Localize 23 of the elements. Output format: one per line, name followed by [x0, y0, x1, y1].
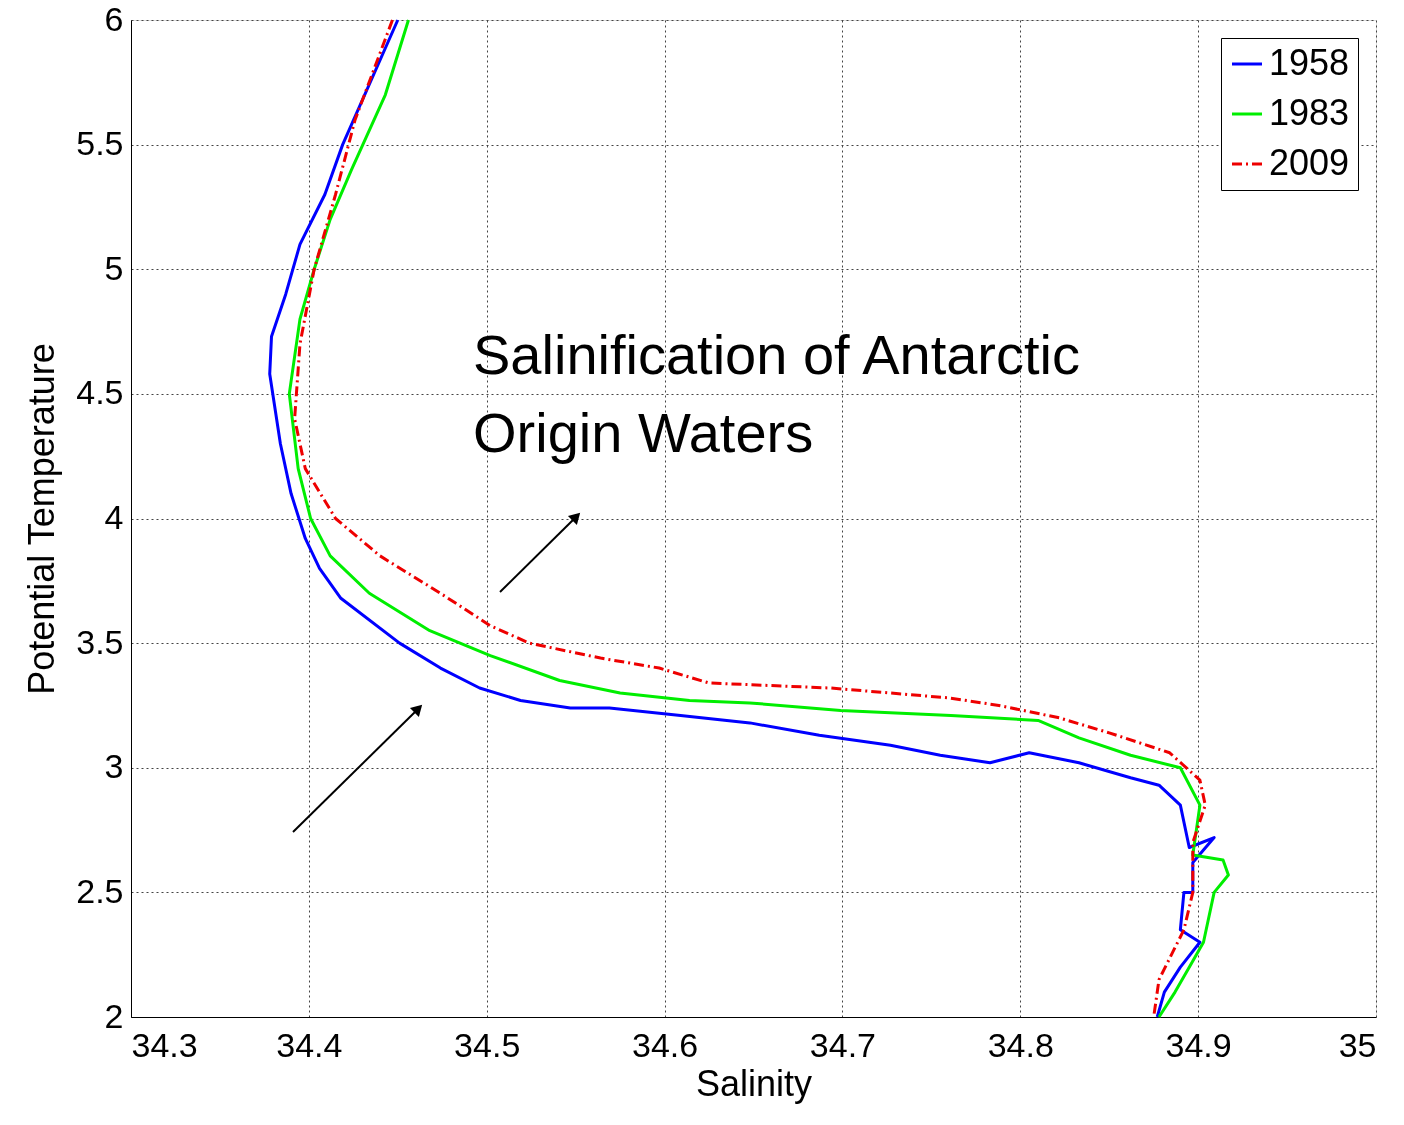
- y-tick-label: 4: [104, 498, 124, 536]
- y-tick-label: 6: [104, 0, 124, 38]
- y-axis-title: Potential Temperature: [21, 343, 63, 695]
- x-tick-label: 35: [1338, 1025, 1377, 1064]
- y-tick-label: 4.5: [76, 373, 124, 412]
- legend-label: 2009: [1269, 142, 1350, 183]
- x-tick-label: 34.4: [276, 1025, 343, 1064]
- y-tick-label: 3.5: [76, 622, 124, 661]
- x-tick-label: 34.9: [1165, 1025, 1232, 1064]
- y-tick-label: 5.5: [76, 124, 124, 163]
- x-tick-label: 34.3: [131, 1025, 198, 1064]
- y-tick-label: 5: [104, 248, 124, 287]
- legend-label: 1983: [1269, 92, 1350, 133]
- x-tick-label: 34.6: [631, 1025, 699, 1064]
- y-tick-label: 2.5: [76, 871, 124, 910]
- x-tick-label: 34.8: [987, 1025, 1054, 1064]
- x-axis-title: Salinity: [695, 1062, 813, 1104]
- legend-label: 1958: [1269, 42, 1350, 83]
- annotation: Salinification of Antarctic Origin Waters: [473, 323, 1080, 464]
- y-tick-label: 2: [104, 996, 124, 1035]
- y-tick-label: 3: [104, 747, 124, 786]
- x-tick-label: 34.5: [454, 1025, 521, 1064]
- x-tick-label: 34.7: [809, 1025, 877, 1064]
